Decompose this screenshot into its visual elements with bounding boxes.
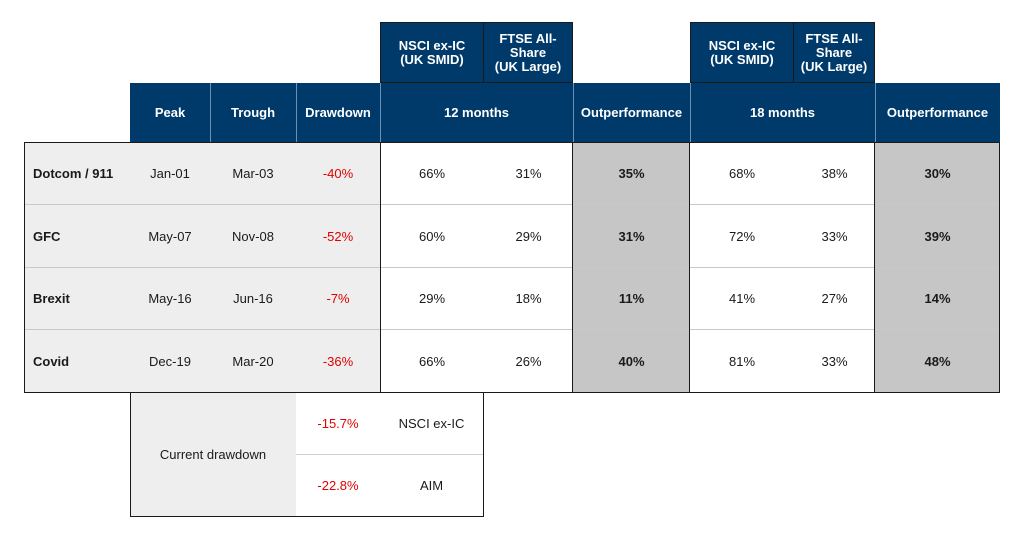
current-drawdown-index: AIM xyxy=(419,478,444,493)
trough-cell: Mar-20 xyxy=(232,353,274,369)
current-drawdown-value: -22.8% xyxy=(317,478,359,493)
header-divider xyxy=(875,83,876,142)
current-drawdown-label-bg xyxy=(130,393,296,516)
drawdown-cell: -36% xyxy=(322,353,354,369)
ftse-12m-cell: 29% xyxy=(515,228,542,244)
header-drawdown: Drawdown xyxy=(296,83,380,142)
outperformance-12m-cell: 11% xyxy=(618,291,645,306)
drawdown-cell: -40% xyxy=(322,165,354,181)
header-nsci-18m: NSCI ex-IC (UK SMID) xyxy=(690,22,794,83)
header-trough: Trough xyxy=(210,83,296,142)
ftse-12m-cell: 18% xyxy=(515,291,542,306)
nsci-12m-cell: 29% xyxy=(418,291,446,306)
header-ftse-12m: FTSE All- Share (UK Large) xyxy=(483,22,573,83)
header-12-months: 12 months xyxy=(380,83,573,142)
peak-cell: May-16 xyxy=(148,291,192,306)
ftse-18m-cell: 33% xyxy=(821,228,848,244)
header-divider xyxy=(573,83,574,142)
nsci-12m-cell: 60% xyxy=(418,228,446,244)
header-outperformance-18m: Outperformance xyxy=(875,83,1000,142)
outperformance-12m-cell: 40% xyxy=(618,353,645,369)
header-peak: Peak xyxy=(130,83,210,142)
ftse-18m-cell: 33% xyxy=(821,353,848,369)
current-drawdown-value: -15.7% xyxy=(317,416,359,431)
row-divider xyxy=(24,329,1000,330)
header-outperformance-12m: Outperformance xyxy=(573,83,690,142)
current-drawdown-index: NSCI ex-IC xyxy=(398,416,465,431)
peak-cell: Dec-19 xyxy=(149,353,191,369)
trough-cell: Nov-08 xyxy=(232,228,274,244)
header-ftse-18m: FTSE All- Share (UK Large) xyxy=(793,22,875,83)
outperformance-18m-cell: 39% xyxy=(924,228,951,244)
outperformance-18m-cell: 14% xyxy=(924,291,951,306)
trough-cell: Jun-16 xyxy=(233,291,273,306)
current-row-divider xyxy=(296,454,483,455)
nsci-18m-cell: 41% xyxy=(728,291,756,306)
nsci-18m-cell: 72% xyxy=(728,228,756,244)
event-label: Brexit xyxy=(33,291,70,306)
trough-cell: Mar-03 xyxy=(232,165,274,181)
header-divider xyxy=(296,83,297,142)
event-label: Covid xyxy=(33,353,70,369)
drawdown-cell: -52% xyxy=(322,228,354,244)
drawdown-cell: -7% xyxy=(326,291,350,306)
header-nsci-12m: NSCI ex-IC (UK SMID) xyxy=(380,22,484,83)
peak-cell: May-07 xyxy=(148,228,192,244)
ftse-18m-cell: 38% xyxy=(821,165,848,181)
header-divider xyxy=(210,83,211,142)
nsci-12m-cell: 66% xyxy=(418,165,446,181)
ftse-18m-cell: 27% xyxy=(821,291,848,306)
event-label: Dotcom / 911 xyxy=(33,165,114,181)
ftse-12m-cell: 31% xyxy=(515,165,542,181)
peak-cell: Jan-01 xyxy=(150,165,190,181)
outperformance-12m-cell: 31% xyxy=(618,228,645,244)
row-divider xyxy=(24,204,1000,205)
header-18-months: 18 months xyxy=(690,83,875,142)
current-drawdown-label: Current drawdown xyxy=(159,447,267,462)
ftse-12m-cell: 26% xyxy=(515,353,542,369)
header-divider xyxy=(690,83,691,142)
row-divider xyxy=(24,267,1000,268)
outperformance-12m-cell: 35% xyxy=(618,165,645,181)
outperformance-18m-cell: 30% xyxy=(924,165,951,181)
header-divider xyxy=(380,83,381,142)
event-label: GFC xyxy=(33,228,61,244)
nsci-12m-cell: 66% xyxy=(418,353,446,369)
outperformance-18m-cell: 48% xyxy=(924,353,951,369)
nsci-18m-cell: 68% xyxy=(728,165,756,181)
nsci-18m-cell: 81% xyxy=(728,353,756,369)
